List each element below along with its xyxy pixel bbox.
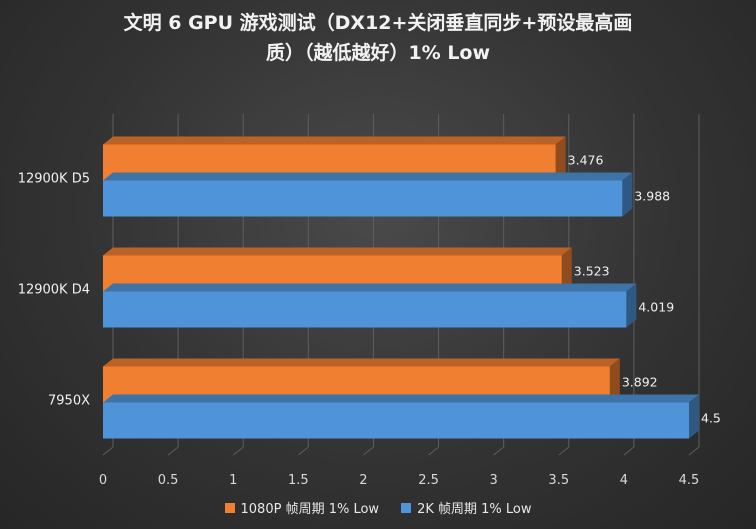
legend-item-2k: 2K 帧周期 1% Low [401,498,531,517]
chart-title-line-2: 质）（越低越好）1% Low [265,42,491,64]
x-tick-label-5: 2.5 [418,473,439,488]
bar-1-1 [103,291,627,328]
data-label-1-2: 4.5 [701,411,721,426]
bar-side-1-1 [626,283,637,328]
bar-top-1-0 [103,172,633,181]
legend-item-1080p: 1080P 帧周期 1% Low [224,498,380,517]
bars [103,136,699,439]
bar-side-1-2 [689,394,699,439]
x-tick-label-1: 0.5 [158,473,179,488]
gridline-floor-4 [363,446,374,456]
bar-top-1-2 [103,394,699,403]
x-tick-label-6: 3 [490,473,498,488]
bar-top-0-2 [103,358,620,367]
bar-top-0-1 [103,247,572,256]
gridline-floor-3 [298,446,309,456]
gridline-floor-5 [428,446,439,456]
x-tick-label-4: 2 [359,473,367,488]
bar-top-0-0 [103,136,566,145]
bar-side-0-2 [609,358,620,403]
x-tick-label-8: 4 [620,473,628,488]
legend-swatch-1080p [224,502,235,513]
gridline-floor-8 [623,446,635,456]
bar-side-0-0 [555,136,566,181]
category-label-2: 7950X [48,394,90,409]
data-label-0-2: 3.892 [622,375,658,390]
legend-swatch-2k [401,502,412,513]
gridline-floor-2 [232,446,244,456]
gridline-floor-1 [167,446,179,456]
category-label-1: 12900K D4 [18,283,90,298]
data-label-0-1: 3.523 [574,264,610,279]
chart-title: 文明 6 GPU 游戏测试（DX12+关闭垂直同步+预设最高画 质）（越低越好）… [0,8,756,68]
gridline-floor-9 [688,446,700,456]
data-label-1-1: 4.019 [638,300,674,315]
data-label-1-0: 3.988 [634,189,670,204]
gridline-floor-7 [558,446,570,456]
x-tick-label-2: 1 [229,473,237,488]
gridline-floor-0 [102,446,114,456]
labels: 0 0.5 1 1.5 2 2.5 3 3.5 4 4.5 3.476 3.988 12900K D5 3… [18,153,721,489]
x-tick-label-9: 4.5 [679,473,700,488]
legend: 1080P 帧周期 1% Low 2K 帧周期 1% Low [0,498,756,517]
bar-top-1-1 [103,283,637,292]
x-tick-label-3: 1.5 [288,473,309,488]
category-label-0: 12900K D5 [18,172,90,187]
gridline-floor-6 [493,446,504,456]
x-tick-label-7: 3.5 [548,473,569,488]
bar-1-2 [103,402,689,439]
chart-title-line-1: 文明 6 GPU 游戏测试（DX12+关闭垂直同步+预设最高画 [123,12,633,34]
bar-1-0 [103,180,623,217]
bar-side-1-0 [622,172,633,217]
legend-label-2k: 2K 帧周期 1% Low [417,502,532,517]
x-tick-label-0: 0 [99,473,107,488]
data-label-0-0: 3.476 [568,153,604,168]
bar-side-0-1 [561,247,572,292]
legend-label-1080p: 1080P 帧周期 1% Low [240,502,380,517]
